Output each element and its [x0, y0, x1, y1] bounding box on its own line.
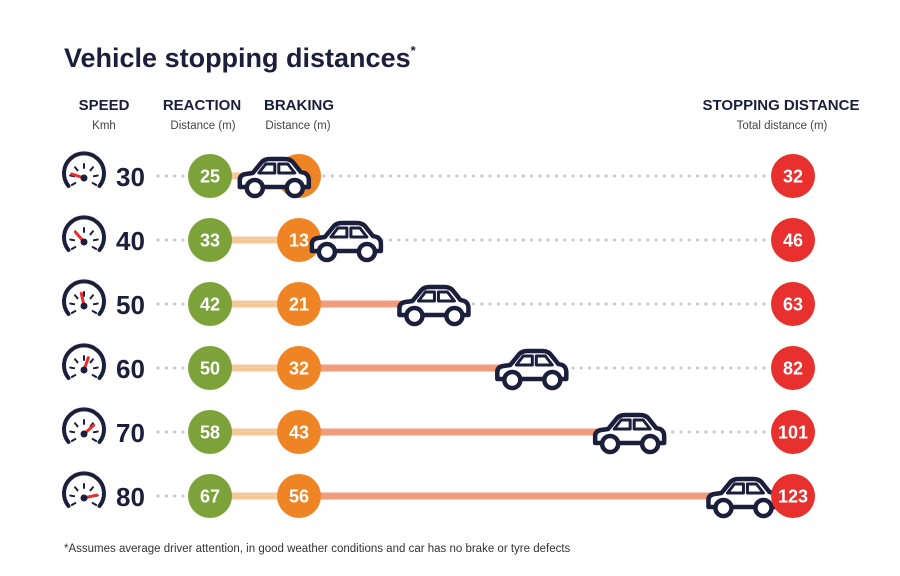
reaction-bar: [210, 236, 299, 244]
car-icon: [309, 220, 384, 263]
reaction-value: 33: [200, 231, 220, 251]
braking-circle: [277, 282, 321, 326]
stopping-header-unit: Total distance (m): [737, 120, 828, 132]
braking-circle: [277, 474, 321, 518]
braking-value: 21: [289, 295, 309, 315]
reaction-bar: [210, 364, 299, 372]
stopping-value: 82: [783, 359, 803, 379]
reaction-bar: [210, 300, 299, 308]
car-icon: [592, 412, 667, 455]
reaction-header: REACTION: [163, 97, 241, 114]
braking-bar: [299, 428, 619, 436]
reaction-value: 42: [200, 295, 220, 315]
car-icon: [237, 156, 312, 199]
speedometer-icon: [62, 471, 106, 508]
chart-title-asterisk: *: [411, 43, 417, 58]
stopping-value: 32: [783, 167, 803, 187]
stopping-value: 63: [783, 295, 803, 315]
stopping-circle: [771, 154, 815, 198]
reaction-circle: [188, 154, 232, 198]
stopping-circle: [771, 474, 815, 518]
speed-label: 80: [116, 482, 145, 512]
braking-circle: [277, 410, 321, 454]
braking-value: 13: [289, 231, 309, 251]
reaction-header-unit: Distance (m): [170, 120, 235, 132]
speedometer-icon: [62, 343, 106, 380]
chart-rows: 3025732403313465042216360503282705843101…: [62, 151, 815, 519]
reaction-circle: [188, 474, 232, 518]
speed-label: 50: [116, 290, 145, 320]
chart-title-text: Vehicle stopping distances: [64, 43, 411, 73]
braking-bar: [299, 300, 423, 308]
row-70: 70 58 43 101: [62, 407, 815, 455]
reaction-value: 50: [200, 359, 220, 379]
stopping-circle: [771, 218, 815, 262]
stopping-value: 101: [778, 423, 808, 443]
reaction-value: 58: [200, 423, 220, 443]
row-40: 40 33 13 46: [62, 215, 815, 263]
speedometer-icon: [62, 279, 106, 316]
reaction-circle: [188, 410, 232, 454]
row-30: 3025732: [62, 151, 815, 199]
speedometer-icon: [62, 215, 106, 252]
speed-header: SPEED: [79, 97, 130, 114]
braking-value: 56: [289, 487, 309, 507]
row-80: 80 67 56 123: [62, 471, 815, 519]
reaction-bar: [210, 492, 299, 500]
row-60: 60 50 32 82: [62, 343, 815, 391]
car-icon: [397, 284, 471, 327]
reaction-circle: [188, 218, 232, 262]
braking-bar: [299, 492, 732, 500]
car-icon: [495, 348, 569, 391]
speed-label: 30: [116, 162, 145, 192]
reaction-circle: [188, 346, 232, 390]
stopping-value: 46: [783, 231, 803, 251]
speedometer-icon: [62, 407, 106, 444]
braking-circle: [277, 346, 321, 390]
speed-label: 70: [116, 418, 145, 448]
speed-header-unit: Kmh: [92, 120, 116, 132]
speedometer-icon: [62, 151, 106, 188]
braking-header: BRAKING: [264, 97, 334, 114]
stopping-circle: [771, 410, 815, 454]
speed-label: 60: [116, 354, 145, 384]
reaction-value: 25: [200, 167, 220, 187]
chart-title: Vehicle stopping distances*: [64, 43, 417, 73]
braking-value: 43: [289, 423, 309, 443]
speed-label: 40: [116, 226, 145, 256]
row-50: 50 42 21 63: [62, 279, 815, 327]
reaction-bar: [210, 428, 299, 436]
braking-value: 32: [289, 359, 309, 379]
stopping-circle: [771, 282, 815, 326]
reaction-circle: [188, 282, 232, 326]
footnote: *Assumes average driver attention, in go…: [64, 543, 571, 555]
car-icon: [706, 476, 780, 519]
braking-header-unit: Distance (m): [265, 120, 330, 132]
stopping-circle: [771, 346, 815, 390]
reaction-value: 67: [200, 487, 220, 507]
stopping-header: STOPPING DISTANCE: [703, 97, 860, 114]
stopping-value: 123: [778, 487, 808, 507]
braking-bar: [299, 364, 521, 372]
